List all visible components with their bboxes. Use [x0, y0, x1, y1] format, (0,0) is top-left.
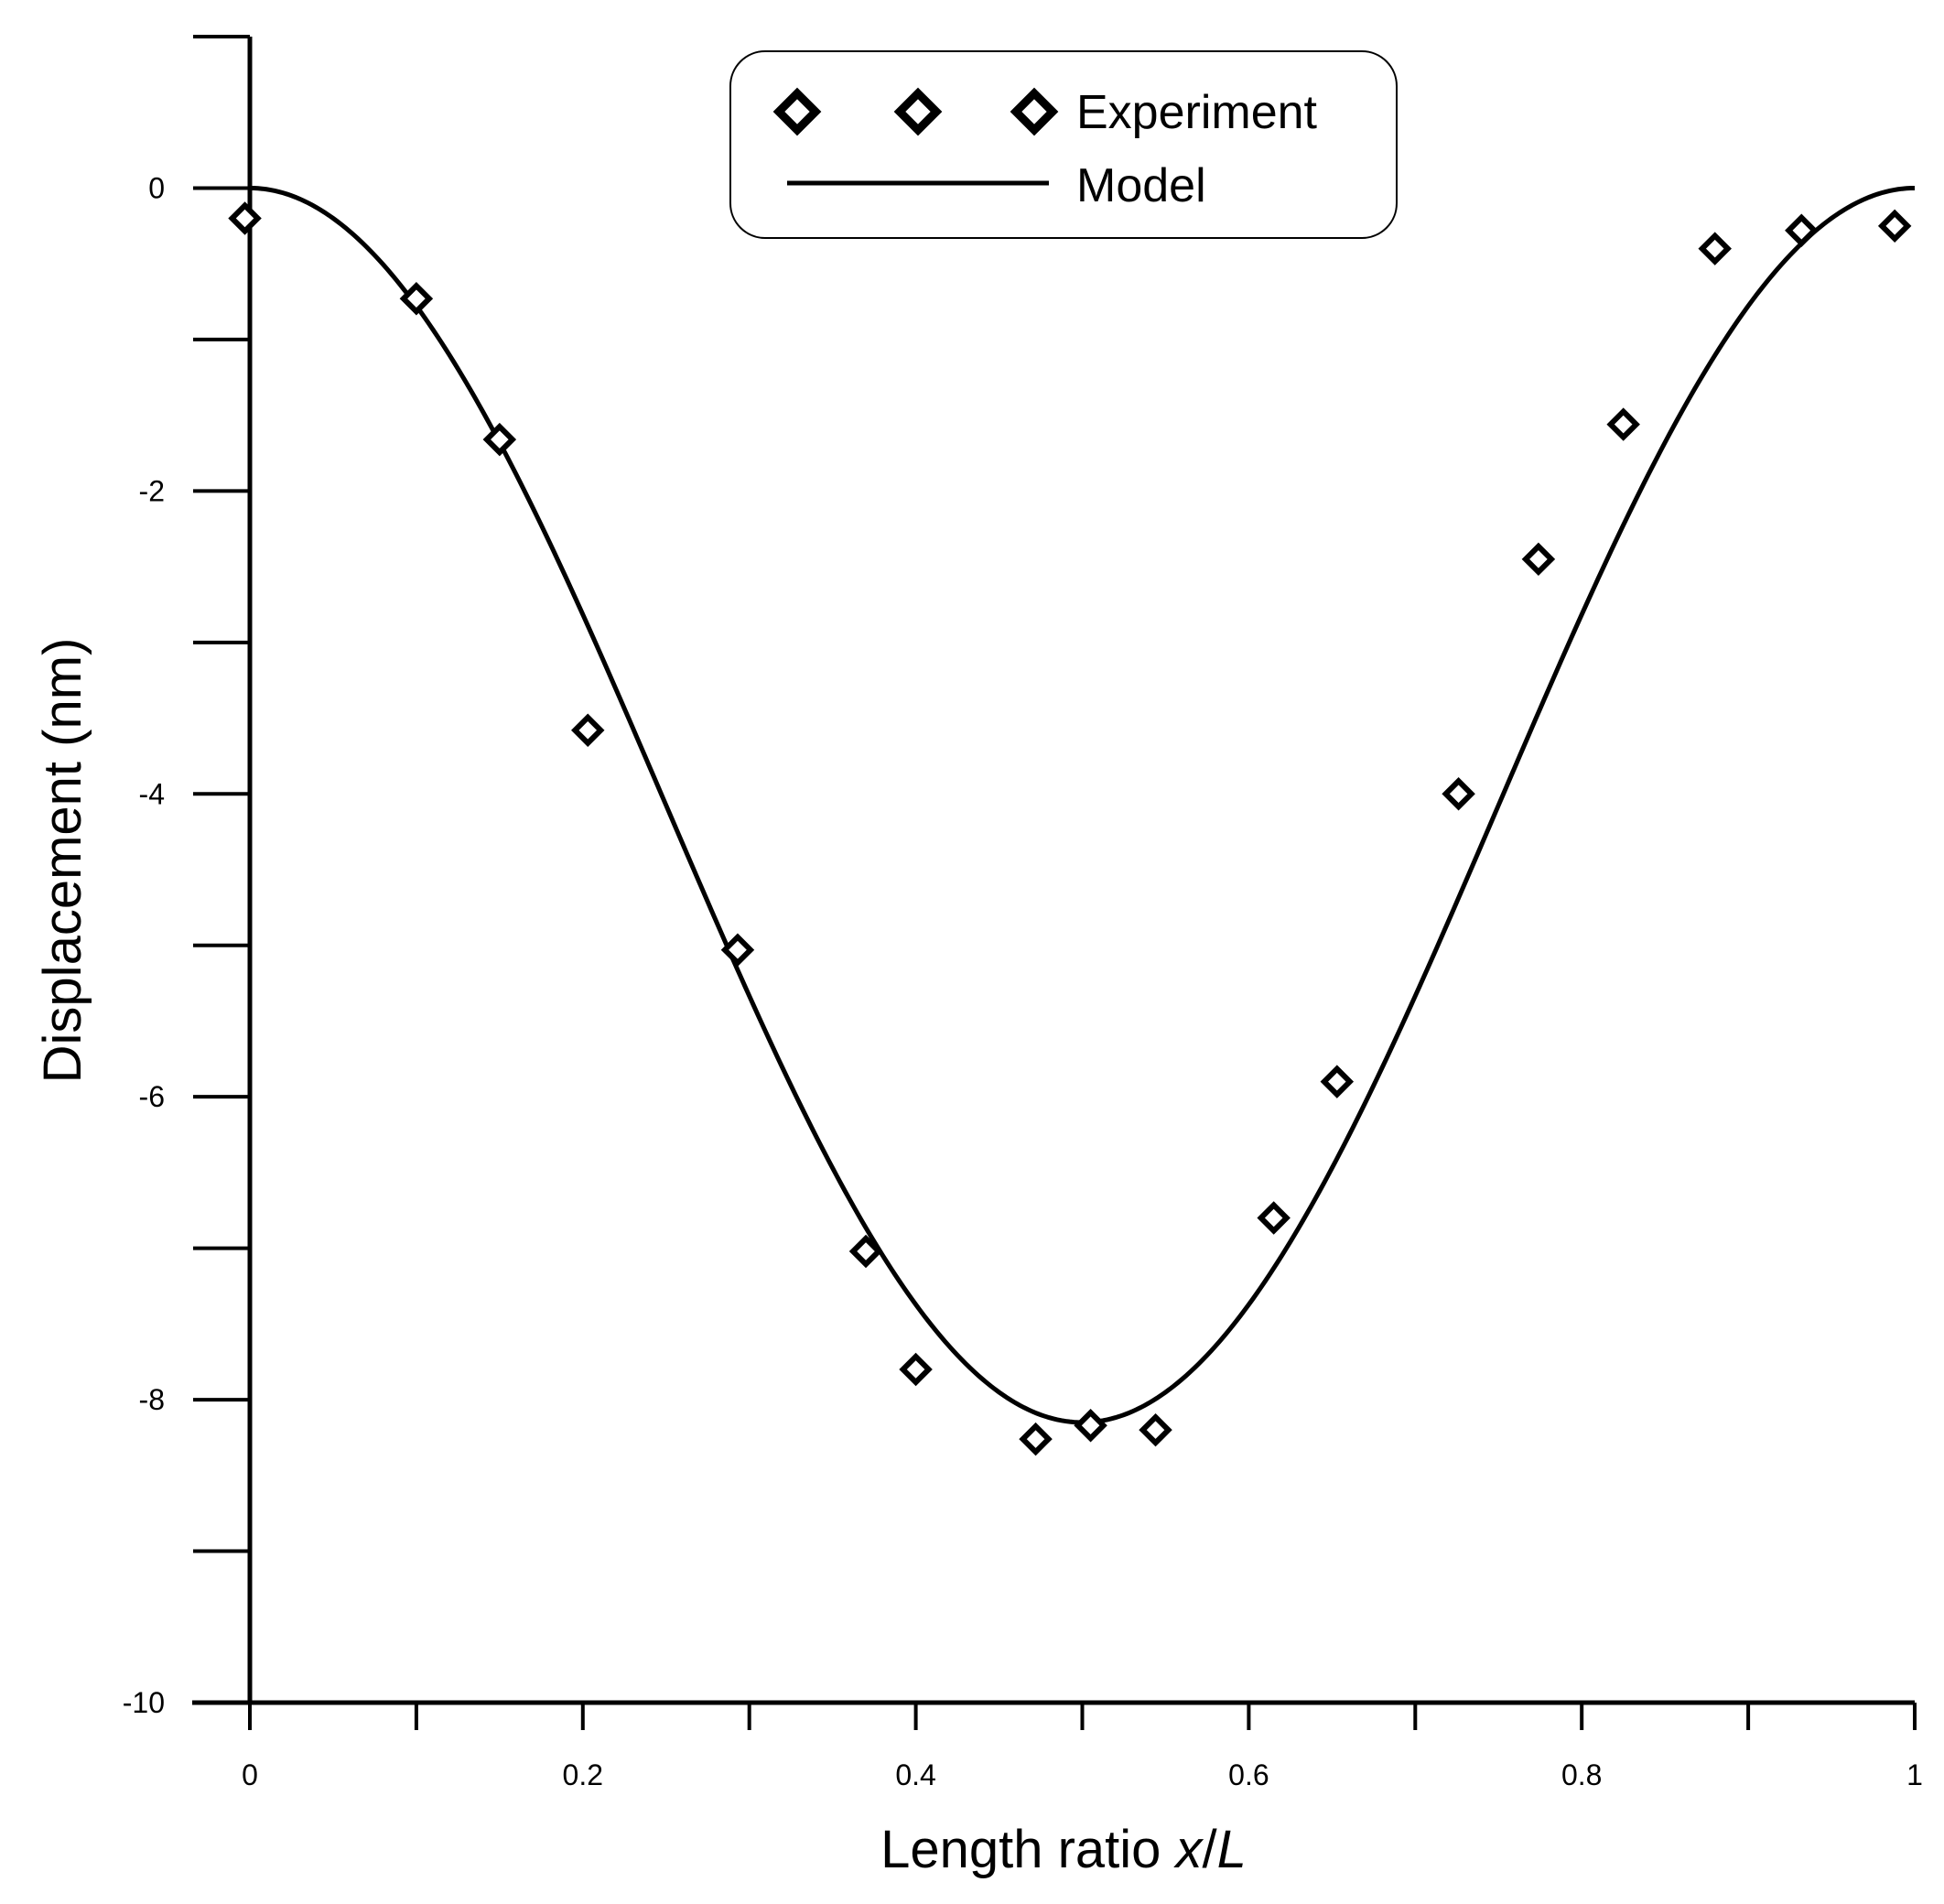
model-curve [249, 185, 1916, 1425]
legend-box [729, 50, 1398, 239]
legend: Experiment Model [729, 50, 1398, 239]
experiment-point [848, 1234, 883, 1269]
legend-experiment-label: Experiment [1076, 86, 1318, 139]
experiment-point [228, 201, 262, 235]
x-axis-title-slash: / [1203, 1820, 1218, 1879]
x-axis-title-l: L [1217, 1820, 1247, 1879]
experiment-points [228, 201, 1912, 1456]
y-tick-label: -4 [139, 777, 165, 810]
x-axis-title-x: x [1173, 1820, 1204, 1879]
y-tick-label: -6 [139, 1080, 165, 1113]
experiment-point [1521, 542, 1556, 577]
y-tick-label: 0 [148, 171, 165, 204]
experiment-point [399, 281, 434, 316]
x-tick-label: 0.6 [1228, 1758, 1269, 1791]
legend-experiment-markers [772, 87, 1059, 136]
experiment-point [571, 713, 605, 748]
experiment-point [1320, 1065, 1355, 1098]
experiment-point [1019, 1422, 1053, 1456]
x-tick-label: 0.8 [1561, 1758, 1602, 1791]
experiment-point [1257, 1201, 1291, 1235]
experiment-point [1139, 1412, 1172, 1447]
x-axis-title: Length ratio x/L [880, 1820, 1247, 1879]
y-tick-labels: 0 -2 -4 -6 -8 -10 [123, 171, 165, 1719]
experiment-point [720, 933, 755, 967]
experiment-point [1442, 777, 1475, 811]
y-axis-title: Displacement (nm) [33, 638, 92, 1084]
legend-diamond-marker [893, 87, 943, 136]
experiment-point [1606, 407, 1640, 441]
x-ticks [248, 1703, 1917, 1730]
x-tick-label: 0 [242, 1758, 258, 1791]
experiment-point [899, 1352, 933, 1387]
x-tick-labels: 0 0.2 0.4 0.6 0.8 1 [242, 1758, 1923, 1791]
legend-diamond-marker [772, 87, 822, 136]
x-axis-title-prefix: Length ratio [880, 1820, 1175, 1879]
y-tick-label: -10 [123, 1686, 165, 1719]
y-tick-label: -8 [139, 1383, 165, 1416]
experiment-point [1698, 232, 1732, 265]
x-tick-label: 1 [1906, 1758, 1923, 1791]
axes [192, 37, 1915, 1705]
legend-model-label: Model [1076, 159, 1206, 212]
y-tick-label: -2 [139, 474, 165, 507]
y-ticks [193, 35, 250, 1704]
experiment-point [1074, 1408, 1107, 1443]
legend-diamond-marker [1010, 87, 1059, 136]
experiment-point [1877, 209, 1912, 243]
x-tick-label: 0.2 [563, 1758, 603, 1791]
x-tick-label: 0.4 [895, 1758, 935, 1791]
experiment-point [1785, 213, 1819, 248]
experiment-point [482, 422, 517, 457]
